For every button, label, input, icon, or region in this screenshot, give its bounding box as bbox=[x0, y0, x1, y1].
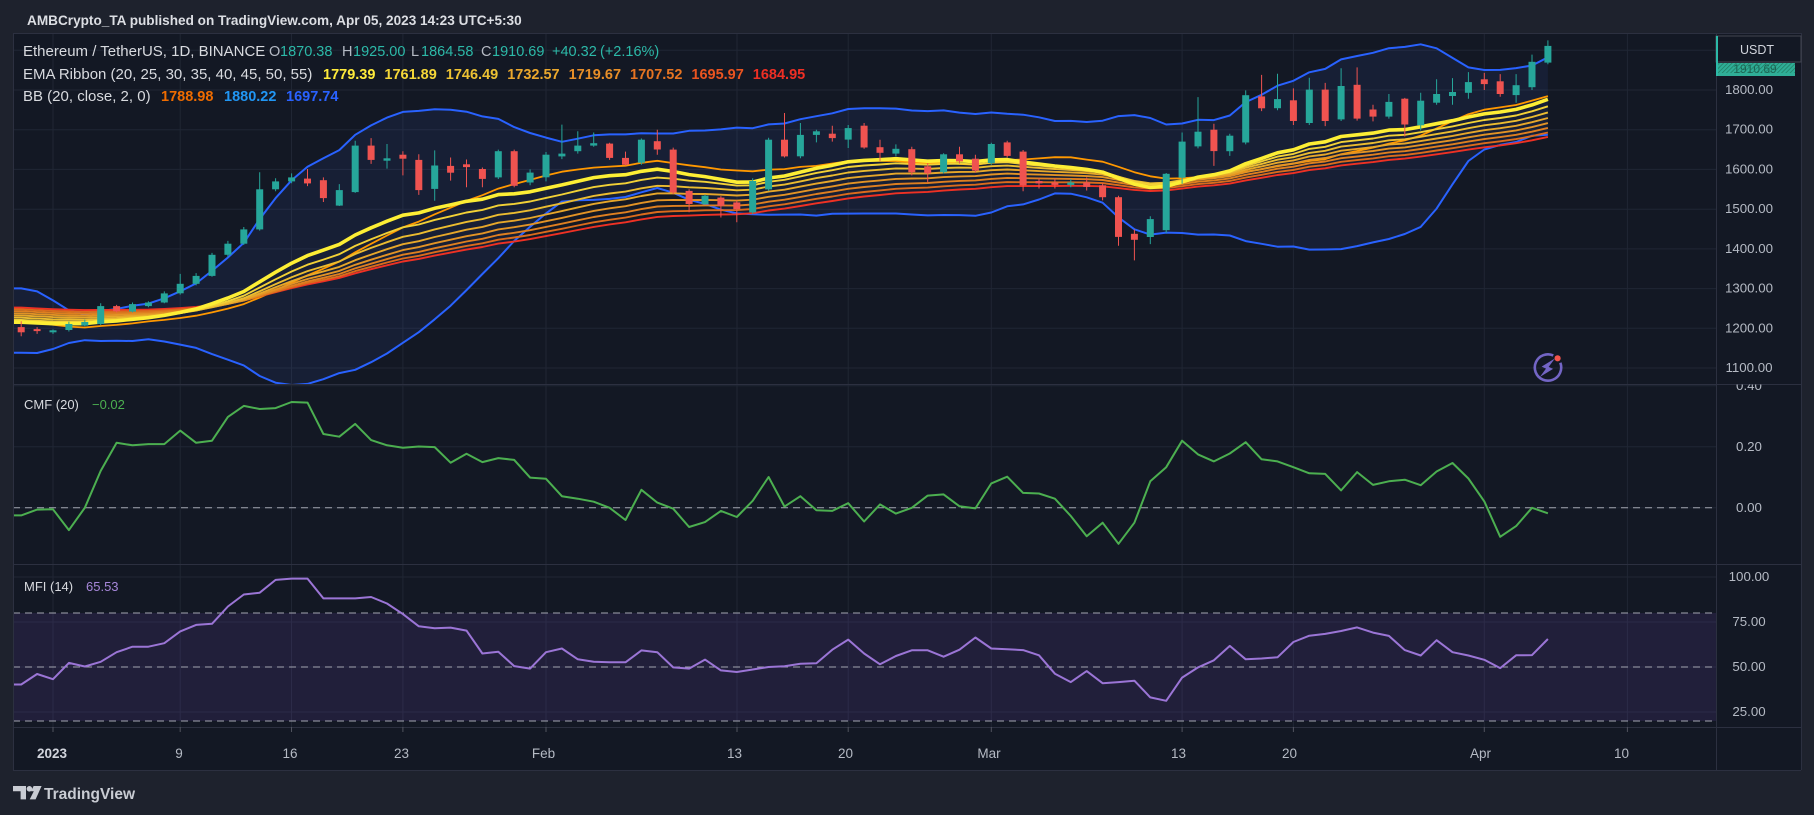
svg-text:1500.00: 1500.00 bbox=[1725, 201, 1773, 216]
svg-text:1779.39: 1779.39 bbox=[323, 67, 375, 83]
svg-text:13: 13 bbox=[1171, 746, 1186, 761]
svg-text:1719.67: 1719.67 bbox=[569, 67, 621, 83]
svg-text:1707.52: 1707.52 bbox=[630, 67, 682, 83]
svg-text:Mar: Mar bbox=[977, 746, 1001, 761]
svg-text:9: 9 bbox=[175, 746, 183, 761]
svg-text:O: O bbox=[269, 44, 280, 60]
svg-text:65.53: 65.53 bbox=[86, 579, 119, 594]
svg-text:1746.49: 1746.49 bbox=[446, 67, 498, 83]
svg-text:1761.89: 1761.89 bbox=[384, 67, 436, 83]
svg-text:−0.02: −0.02 bbox=[92, 397, 125, 412]
svg-text:(+2.16%): (+2.16%) bbox=[600, 44, 659, 60]
svg-text:1788.98: 1788.98 bbox=[161, 89, 213, 105]
svg-text:BB (20, close, 2, 0): BB (20, close, 2, 0) bbox=[23, 88, 151, 105]
svg-text:16: 16 bbox=[282, 746, 297, 761]
svg-text:23: 23 bbox=[394, 746, 409, 761]
svg-text:+40.32: +40.32 bbox=[552, 44, 597, 60]
svg-text:1864.58: 1864.58 bbox=[421, 44, 473, 60]
svg-text:Ethereum / TetherUS, 1D, BINAN: Ethereum / TetherUS, 1D, BINANCE bbox=[23, 43, 265, 60]
svg-text:13: 13 bbox=[727, 746, 742, 761]
svg-text:AMBCrypto_TA published on Trad: AMBCrypto_TA published on TradingView.co… bbox=[27, 13, 522, 28]
svg-text:L: L bbox=[411, 44, 419, 60]
svg-text:1732.57: 1732.57 bbox=[507, 67, 559, 83]
svg-text:10: 10 bbox=[1614, 746, 1629, 761]
svg-text:USDT: USDT bbox=[1740, 43, 1774, 57]
svg-text:75.00: 75.00 bbox=[1732, 614, 1765, 629]
svg-text:25.00: 25.00 bbox=[1732, 704, 1765, 719]
svg-text:MFI (14): MFI (14) bbox=[24, 579, 73, 594]
svg-text:CMF (20): CMF (20) bbox=[24, 397, 79, 412]
svg-text:1600.00: 1600.00 bbox=[1725, 161, 1773, 176]
svg-text:1700.00: 1700.00 bbox=[1725, 122, 1773, 137]
svg-text:20: 20 bbox=[1282, 746, 1297, 761]
svg-text:1200.00: 1200.00 bbox=[1725, 320, 1773, 335]
svg-text:1925.00: 1925.00 bbox=[353, 44, 405, 60]
svg-text:1684.95: 1684.95 bbox=[753, 67, 805, 83]
svg-text:H: H bbox=[342, 44, 352, 60]
svg-text:0.40: 0.40 bbox=[1736, 378, 1762, 393]
svg-text:1695.97: 1695.97 bbox=[691, 67, 743, 83]
svg-text:1880.22: 1880.22 bbox=[224, 89, 276, 105]
svg-text:EMA Ribbon (20, 25, 30, 35, 40: EMA Ribbon (20, 25, 30, 35, 40, 45, 50, … bbox=[23, 66, 312, 83]
svg-text:1697.74: 1697.74 bbox=[286, 89, 338, 105]
svg-text:0.00: 0.00 bbox=[1736, 500, 1762, 515]
svg-text:50.00: 50.00 bbox=[1732, 659, 1765, 674]
svg-text:1400.00: 1400.00 bbox=[1725, 241, 1773, 256]
svg-text:TradingView: TradingView bbox=[44, 786, 136, 803]
svg-text:1100.00: 1100.00 bbox=[1725, 360, 1772, 375]
svg-text:1910.69: 1910.69 bbox=[492, 44, 544, 60]
svg-text:C: C bbox=[481, 44, 491, 60]
svg-text:1300.00: 1300.00 bbox=[1725, 281, 1773, 296]
svg-text:1800.00: 1800.00 bbox=[1725, 82, 1773, 97]
svg-text:1870.38: 1870.38 bbox=[280, 44, 332, 60]
svg-text:Apr: Apr bbox=[1470, 746, 1492, 761]
svg-text:Feb: Feb bbox=[532, 746, 555, 761]
svg-text:2023: 2023 bbox=[37, 746, 68, 761]
svg-text:20: 20 bbox=[838, 746, 853, 761]
svg-text:0.20: 0.20 bbox=[1736, 439, 1762, 454]
svg-text:100.00: 100.00 bbox=[1729, 569, 1770, 584]
